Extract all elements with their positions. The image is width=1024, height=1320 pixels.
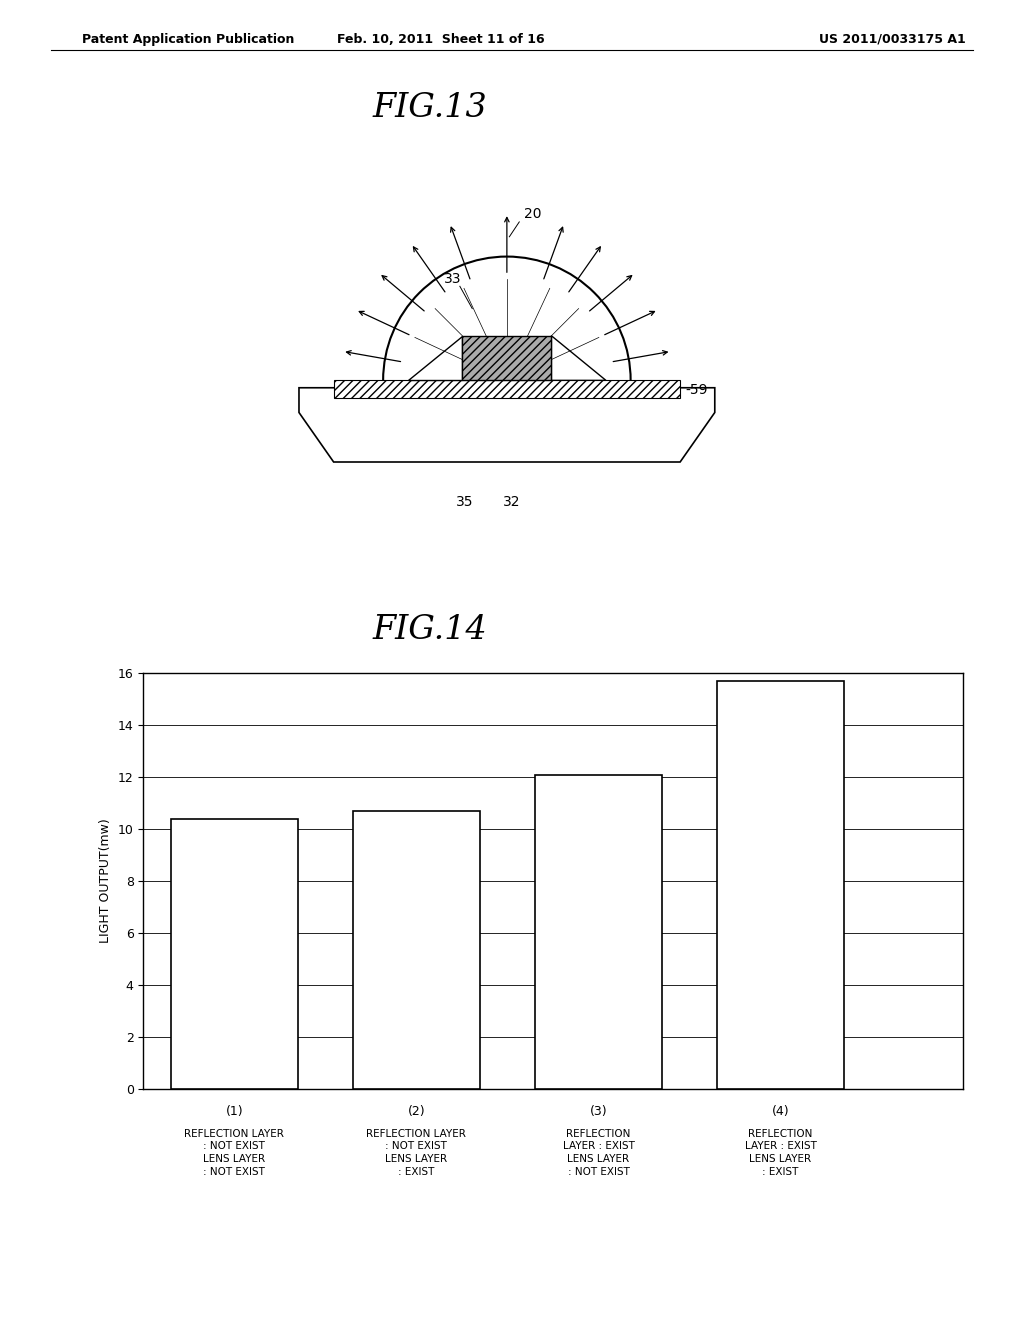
Text: 20: 20 xyxy=(524,207,542,222)
Bar xyxy=(535,775,663,1089)
Text: 35: 35 xyxy=(456,495,473,508)
Text: REFLECTION LAYER
: NOT EXIST
LENS LAYER
: NOT EXIST: REFLECTION LAYER : NOT EXIST LENS LAYER … xyxy=(184,1129,285,1177)
Text: Feb. 10, 2011  Sheet 11 of 16: Feb. 10, 2011 Sheet 11 of 16 xyxy=(337,33,544,46)
Text: REFLECTION LAYER
: NOT EXIST
LENS LAYER
: EXIST: REFLECTION LAYER : NOT EXIST LENS LAYER … xyxy=(367,1129,466,1177)
Text: (3): (3) xyxy=(590,1105,607,1118)
Text: REFLECTION
LAYER : EXIST
LENS LAYER
: NOT EXIST: REFLECTION LAYER : EXIST LENS LAYER : NO… xyxy=(562,1129,635,1177)
Text: (4): (4) xyxy=(772,1105,790,1118)
Text: (1): (1) xyxy=(225,1105,243,1118)
Text: 32: 32 xyxy=(503,495,520,508)
Polygon shape xyxy=(299,388,715,462)
Y-axis label: LIGHT OUTPUT(mw): LIGHT OUTPUT(mw) xyxy=(99,818,113,944)
Text: Patent Application Publication: Patent Application Publication xyxy=(82,33,294,46)
Text: 33: 33 xyxy=(443,272,461,286)
Bar xyxy=(171,818,298,1089)
Bar xyxy=(717,681,844,1089)
Text: FIG.14: FIG.14 xyxy=(373,614,487,645)
Text: (2): (2) xyxy=(408,1105,425,1118)
Polygon shape xyxy=(334,380,680,397)
Text: US 2011/0033175 A1: US 2011/0033175 A1 xyxy=(819,33,966,46)
Text: FIG.13: FIG.13 xyxy=(373,92,487,124)
Polygon shape xyxy=(408,335,462,380)
Text: REFLECTION
LAYER : EXIST
LENS LAYER
: EXIST: REFLECTION LAYER : EXIST LENS LAYER : EX… xyxy=(744,1129,816,1177)
Polygon shape xyxy=(462,335,552,380)
Text: -59: -59 xyxy=(685,383,708,397)
Polygon shape xyxy=(552,335,606,380)
Bar xyxy=(352,810,480,1089)
